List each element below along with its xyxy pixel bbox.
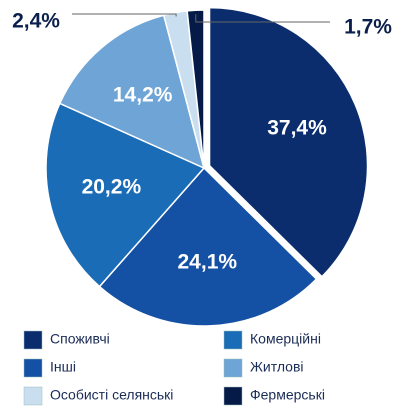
legend-swatch	[23, 386, 43, 406]
pie-slice	[186, 9, 205, 169]
data-label: 1,7%	[344, 16, 392, 39]
data-label: 2,4%	[12, 10, 60, 33]
data-label: 24,1%	[178, 250, 238, 273]
data-label: 14,2%	[113, 83, 173, 106]
legend-label: Комерційні	[250, 331, 321, 347]
legend-label: Житлові	[250, 359, 304, 375]
pie-slice	[98, 166, 318, 327]
pie-slice	[45, 102, 206, 288]
legend-swatch	[223, 330, 243, 350]
data-label: 20,2%	[82, 176, 142, 199]
legend-swatch	[23, 330, 43, 350]
leader-line	[72, 13, 177, 17]
data-label: 37,4%	[267, 117, 327, 140]
legend-swatch	[23, 358, 43, 378]
pie-slice	[208, 6, 369, 278]
legend-label: Особисті селянські	[50, 387, 173, 403]
legend-label: Фермерські	[250, 387, 325, 403]
pie-slice	[58, 14, 206, 170]
legend-swatch	[223, 358, 243, 378]
legend-label: Споживчі	[50, 331, 110, 347]
legend-label: Інші	[50, 359, 76, 375]
leader-line	[195, 14, 330, 23]
legend-swatch	[223, 386, 243, 406]
